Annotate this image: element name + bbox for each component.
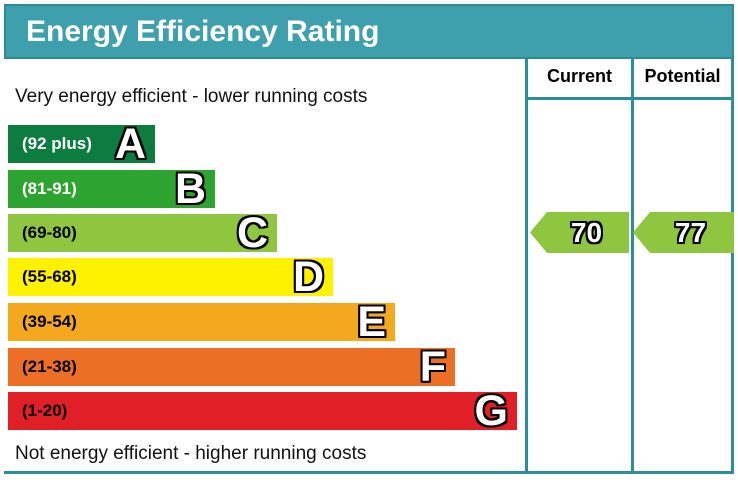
- band-letter-a: A: [114, 120, 146, 168]
- chart-title: Energy Efficiency Rating: [26, 14, 380, 48]
- column-header-potential: Potential: [644, 66, 721, 86]
- caption-efficient: Very energy efficient - lower running co…: [15, 86, 368, 107]
- band-range-label: (21-38): [22, 357, 77, 376]
- caption-not-efficient: Not energy efficient - higher running co…: [15, 443, 367, 464]
- band-letter-e: E: [357, 298, 386, 346]
- band-range-label: (92 plus): [22, 134, 92, 153]
- band-row-d: (55-68) D: [8, 253, 333, 301]
- band-letter-c: C: [236, 209, 268, 257]
- band-row-e: (39-54) E: [8, 298, 395, 346]
- column-header-current: Current: [546, 66, 612, 86]
- band-range-label: (39-54): [22, 312, 77, 331]
- band-row-b: (81-91) B: [8, 165, 215, 213]
- potential-rating-value: 77: [674, 216, 707, 248]
- band-row-f: (21-38) F: [8, 343, 455, 391]
- band-row-g: (1-20) G: [8, 387, 517, 435]
- band-letter-g: G: [474, 387, 508, 435]
- bottom-border-line: [4, 471, 734, 474]
- table-divider-left: [525, 59, 528, 474]
- table-divider-middle: [631, 59, 634, 474]
- band-letter-d: D: [292, 253, 324, 301]
- table-border-right: [731, 59, 734, 474]
- title-bar: Energy Efficiency Rating: [4, 4, 734, 59]
- band-range-label: (81-91): [22, 179, 77, 198]
- band-letter-b: B: [174, 165, 206, 213]
- header-underline: [525, 97, 734, 100]
- current-rating-arrow: 70: [530, 212, 629, 253]
- band-range-label: (69-80): [22, 223, 77, 242]
- band-letter-f: F: [419, 343, 446, 391]
- band-range-label: (1-20): [22, 401, 68, 420]
- band-row-a: (92 plus) A: [8, 120, 155, 168]
- potential-rating-arrow: 77: [633, 212, 734, 253]
- current-rating-value: 70: [570, 216, 603, 248]
- band-range-label: (55-68): [22, 267, 77, 286]
- band-row-c: (69-80) C: [8, 209, 277, 257]
